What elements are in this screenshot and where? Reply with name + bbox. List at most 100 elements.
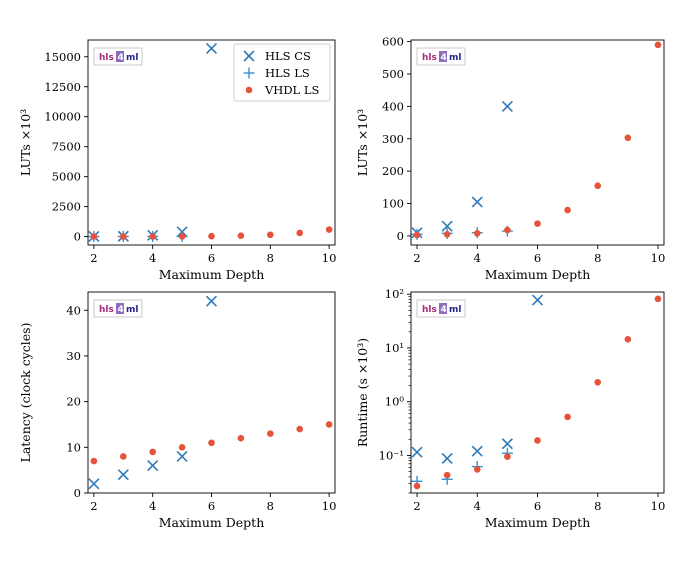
series-hls-ls xyxy=(88,230,188,243)
legend-marker xyxy=(243,50,255,62)
y-tick-label: 600 xyxy=(382,35,404,49)
x-tick-label: 6 xyxy=(208,499,215,513)
data-point xyxy=(208,439,215,447)
logo-text-ml: ml xyxy=(126,53,138,63)
y-tick-label: 2500 xyxy=(52,200,81,214)
series-vhdl-ls xyxy=(90,226,333,240)
data-point xyxy=(624,134,632,142)
y-axis-label: Runtime (s ×10³) xyxy=(355,338,370,447)
logo-text-hls: hls xyxy=(422,53,437,63)
logo-text-ml: ml xyxy=(449,53,461,63)
data-point-b xyxy=(411,446,423,458)
data-point xyxy=(441,220,453,232)
y-tick-label: 0 xyxy=(74,230,81,244)
legend-entry: VHDL LS xyxy=(264,83,319,97)
data-point-b xyxy=(88,478,100,490)
y-tick-label: 0 xyxy=(74,486,81,500)
y-axis-label: Latency (clock cycles) xyxy=(18,323,33,463)
x-tick-label: 10 xyxy=(651,251,666,265)
series-vhdl-ls xyxy=(413,295,662,490)
data-point-b xyxy=(471,196,483,208)
y-tick-label: 10000 xyxy=(44,110,81,124)
data-point xyxy=(504,226,511,234)
x-tick-label: 6 xyxy=(208,251,215,265)
plot-frame xyxy=(410,39,665,246)
data-point xyxy=(237,232,245,239)
y-tick-label: 300 xyxy=(382,132,404,146)
legend-frame xyxy=(233,43,331,102)
series-hls-cs xyxy=(411,294,544,464)
data-point xyxy=(413,482,421,490)
data-point xyxy=(471,196,483,208)
x-tick-label: 2 xyxy=(90,251,97,265)
legend: HLS CS HLS LS VHDL LS xyxy=(233,43,331,102)
data-point xyxy=(624,335,632,343)
data-point-b xyxy=(441,220,453,232)
y-tick-label: 40 xyxy=(66,303,81,317)
data-point xyxy=(149,233,156,240)
logo-4-bg xyxy=(116,51,124,62)
data-point xyxy=(473,230,481,237)
x-tick-label: 4 xyxy=(474,251,481,265)
x-tick-label: 10 xyxy=(322,499,337,513)
x-tick-label: 8 xyxy=(594,251,601,265)
data-point xyxy=(413,231,421,239)
x-tick-label: 8 xyxy=(267,499,274,513)
y-tick-label: 10² xyxy=(385,287,404,301)
data-point-b xyxy=(501,438,513,450)
x-tick-label: 4 xyxy=(149,251,156,265)
legend-marker xyxy=(245,86,253,94)
data-point-b xyxy=(471,445,483,457)
x-tick-label: 2 xyxy=(413,499,420,513)
y-tick-label: 500 xyxy=(382,67,404,81)
legend-marker-b xyxy=(243,50,255,62)
y-tick-label: 200 xyxy=(382,164,404,178)
data-point xyxy=(205,295,218,307)
hls4ml-logo-1: hls 4 ml xyxy=(93,47,143,66)
data-point xyxy=(178,233,186,240)
x-axis-label: Maximum Depth xyxy=(485,267,591,282)
data-point xyxy=(237,434,245,442)
data-point xyxy=(296,425,304,433)
logo-text-hls: hls xyxy=(99,53,114,63)
series-hls-cs xyxy=(88,295,218,490)
y-axis-label: LUTs ×10³ xyxy=(18,109,33,176)
series-hls-cs xyxy=(411,100,513,239)
data-point xyxy=(411,446,423,458)
data-point xyxy=(178,444,186,451)
data-point xyxy=(594,378,602,386)
x-tick-label: 4 xyxy=(474,499,481,513)
x-axis-label: Maximum Depth xyxy=(159,515,265,530)
logo-4-bg xyxy=(439,303,447,314)
y-tick-label: 10⁰ xyxy=(385,395,405,409)
data-point xyxy=(267,430,274,437)
data-point xyxy=(117,469,129,481)
y-tick-label: 100 xyxy=(382,197,404,211)
data-point xyxy=(267,231,274,239)
x-axis-label: Maximum Depth xyxy=(159,267,265,282)
data-point xyxy=(119,453,127,460)
data-point xyxy=(501,100,513,112)
data-point xyxy=(654,295,662,303)
y-tick-label: 10 xyxy=(66,440,81,454)
hls4ml-logo-2: hls 4 ml xyxy=(416,47,466,66)
x-tick-label: 2 xyxy=(90,499,97,513)
series-hls-cs xyxy=(88,42,218,243)
y-tick-label: 5000 xyxy=(52,170,81,184)
plot-frame xyxy=(87,291,336,494)
data-point xyxy=(443,471,451,479)
y-tick-label: 30 xyxy=(66,349,81,363)
x-tick-label: 10 xyxy=(322,251,337,265)
data-point xyxy=(654,41,662,49)
subplot-4: 2 4 6 8 10 10⁻¹ 10⁰ 10¹ 10² Maximum Depth Runtime … xyxy=(355,287,665,530)
logo-text-hls: hls xyxy=(99,305,114,315)
data-point xyxy=(531,294,544,306)
data-point xyxy=(504,453,511,460)
y-tick-label: 20 xyxy=(66,395,81,409)
series-hls-ls xyxy=(411,447,513,487)
y-tick-label: 10¹ xyxy=(385,341,404,355)
x-tick-label: 8 xyxy=(267,251,274,265)
y-tick-label: 400 xyxy=(382,99,404,113)
logo-text-4: 4 xyxy=(118,305,124,315)
